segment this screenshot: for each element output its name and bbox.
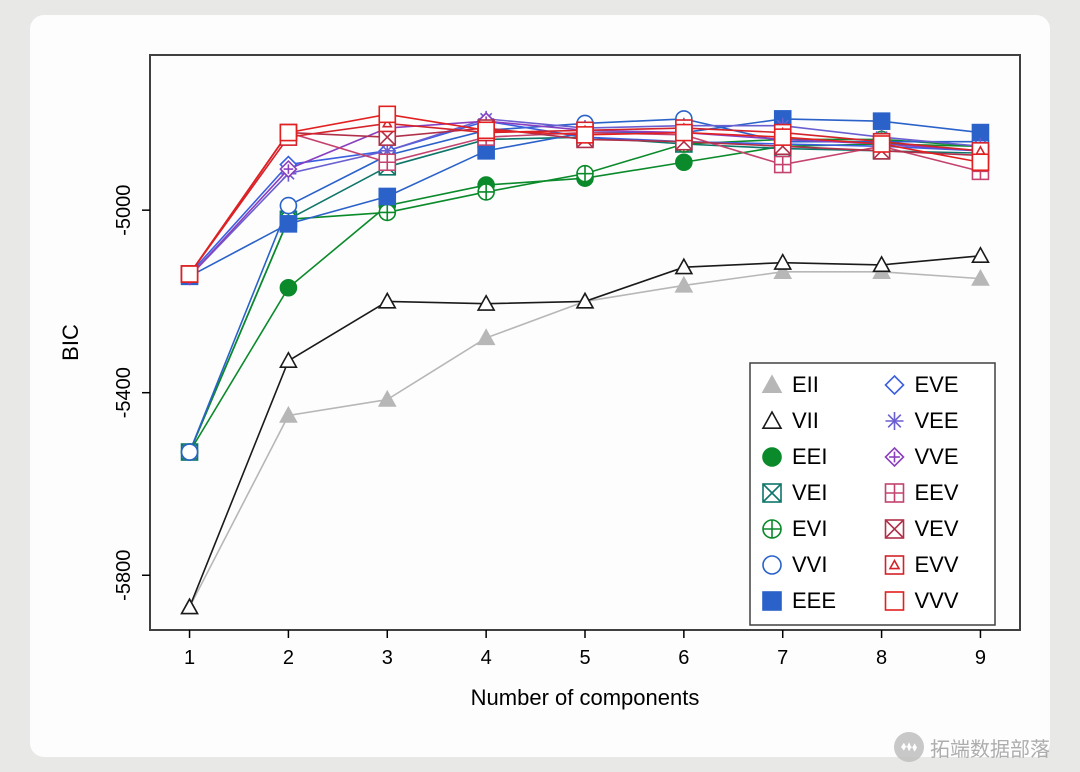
svg-text:VEV: VEV <box>915 516 959 541</box>
svg-text:-5000: -5000 <box>113 185 135 236</box>
svg-text:-5800: -5800 <box>113 550 135 601</box>
svg-text:2: 2 <box>283 647 294 669</box>
svg-text:VEI: VEI <box>792 480 827 505</box>
svg-text:VVE: VVE <box>915 444 959 469</box>
watermark-text: 拓端数据部落 <box>930 733 1050 762</box>
wechat-icon <box>894 732 924 762</box>
svg-text:Number of components: Number of components <box>471 685 700 710</box>
svg-text:VEE: VEE <box>915 408 959 433</box>
watermark: 拓端数据部落 <box>894 732 1050 762</box>
svg-text:1: 1 <box>184 647 195 669</box>
svg-text:EVE: EVE <box>915 372 959 397</box>
svg-text:EEI: EEI <box>792 444 827 469</box>
chart-card: 1 2 3 4 5 6 7 8 9 -5800 -5400 -5000 Number of compon… <box>30 15 1050 757</box>
svg-text:5: 5 <box>579 647 590 669</box>
svg-text:9: 9 <box>975 647 986 669</box>
svg-text:EVI: EVI <box>792 516 827 541</box>
bic-chart: 1 2 3 4 5 6 7 8 9 -5800 -5400 -5000 Number of compon… <box>30 15 1050 757</box>
svg-text:6: 6 <box>678 647 689 669</box>
svg-text:4: 4 <box>481 647 492 669</box>
svg-text:BIC: BIC <box>58 324 83 361</box>
svg-text:VVI: VVI <box>792 552 827 577</box>
svg-text:EVV: EVV <box>915 552 959 577</box>
svg-text:VVV: VVV <box>915 588 959 613</box>
svg-text:EII: EII <box>792 372 819 397</box>
svg-text:EEE: EEE <box>792 588 836 613</box>
svg-text:7: 7 <box>777 647 788 669</box>
svg-text:VII: VII <box>792 408 819 433</box>
svg-text:EEV: EEV <box>915 480 959 505</box>
svg-text:3: 3 <box>382 647 393 669</box>
svg-text:8: 8 <box>876 647 887 669</box>
svg-text:-5400: -5400 <box>113 367 135 418</box>
